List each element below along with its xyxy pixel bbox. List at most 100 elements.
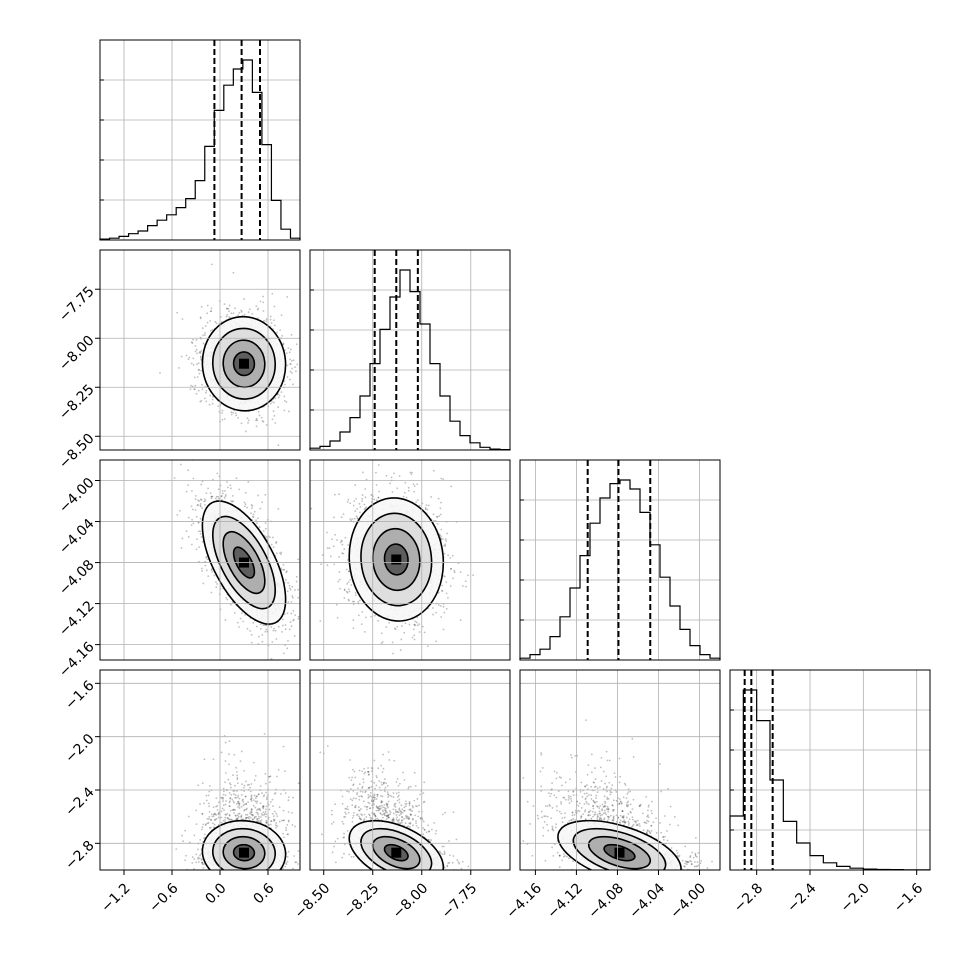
sample-point bbox=[432, 613, 434, 616]
sample-point bbox=[197, 522, 200, 524]
sample-point bbox=[249, 630, 251, 632]
sample-point bbox=[284, 383, 286, 386]
sample-point bbox=[400, 625, 403, 628]
sample-point bbox=[203, 498, 206, 501]
sample-point bbox=[411, 636, 414, 639]
sample-point bbox=[221, 418, 224, 421]
sample-point bbox=[338, 493, 340, 496]
sample-point bbox=[340, 539, 343, 542]
sample-point bbox=[197, 389, 200, 392]
sample-point bbox=[435, 515, 438, 518]
sample-point bbox=[230, 487, 232, 490]
sample-point bbox=[396, 625, 399, 628]
sample-point bbox=[303, 643, 305, 645]
sample-point bbox=[351, 518, 354, 520]
sample-point bbox=[277, 625, 280, 628]
sample-point bbox=[190, 505, 193, 508]
sample-point bbox=[295, 575, 298, 578]
sample-point bbox=[264, 522, 267, 524]
sample-point bbox=[196, 363, 198, 366]
sample-point bbox=[277, 396, 280, 399]
sample-point bbox=[288, 628, 291, 631]
sample-point bbox=[250, 633, 253, 636]
sample-point bbox=[244, 430, 247, 433]
sample-point bbox=[199, 517, 202, 520]
sample-point bbox=[223, 418, 226, 420]
sample-point bbox=[192, 357, 195, 360]
sample-point bbox=[180, 355, 183, 358]
sample-point bbox=[190, 524, 193, 526]
sample-point bbox=[211, 398, 214, 401]
sample-point bbox=[259, 507, 262, 510]
sample-point bbox=[225, 596, 228, 599]
sample-point bbox=[354, 484, 357, 486]
sample-point bbox=[194, 384, 197, 387]
sample-point bbox=[287, 347, 290, 350]
sample-point bbox=[290, 359, 293, 362]
sample-point bbox=[289, 378, 291, 381]
sample-point bbox=[409, 471, 412, 474]
sample-point bbox=[289, 348, 292, 351]
sample-point bbox=[243, 298, 246, 300]
sample-point bbox=[358, 599, 361, 602]
sample-point bbox=[284, 628, 287, 631]
sample-point bbox=[349, 518, 352, 521]
sample-point bbox=[287, 582, 289, 584]
sample-point bbox=[294, 614, 297, 617]
sample-point bbox=[415, 501, 418, 503]
sample-point bbox=[197, 560, 200, 563]
sample-point bbox=[197, 503, 199, 506]
sample-point bbox=[286, 376, 289, 378]
sample-point bbox=[247, 422, 249, 424]
sample-point bbox=[275, 552, 278, 555]
sample-point bbox=[193, 388, 196, 391]
sample-point bbox=[194, 509, 197, 511]
sample-point bbox=[280, 314, 283, 317]
sample-point bbox=[200, 399, 203, 402]
sample-point bbox=[449, 557, 452, 559]
sample-point bbox=[257, 517, 259, 520]
sample-point bbox=[209, 319, 212, 322]
sample-point bbox=[227, 307, 230, 310]
sample-point bbox=[442, 478, 445, 481]
sample-point bbox=[255, 522, 258, 525]
sample-point bbox=[286, 612, 289, 615]
sample-point bbox=[436, 522, 439, 525]
sample-point bbox=[290, 372, 293, 374]
sample-point bbox=[439, 513, 442, 516]
sample-point bbox=[362, 471, 364, 474]
sample-point bbox=[412, 661, 414, 663]
sample-point bbox=[185, 530, 188, 533]
sample-point bbox=[201, 507, 203, 510]
sample-point bbox=[211, 495, 214, 498]
sample-point bbox=[403, 631, 406, 634]
sample-point bbox=[200, 499, 203, 501]
sample-point bbox=[301, 347, 303, 349]
sample-point bbox=[295, 580, 298, 583]
sample-point bbox=[355, 497, 357, 500]
sample-point bbox=[290, 625, 293, 627]
sample-point bbox=[204, 332, 206, 334]
sample-point bbox=[262, 295, 264, 298]
sample-point bbox=[284, 578, 287, 581]
sample-point bbox=[291, 595, 294, 597]
sample-point bbox=[363, 503, 366, 506]
sample-point bbox=[203, 500, 206, 503]
sample-point bbox=[194, 494, 197, 497]
sample-point bbox=[217, 488, 220, 491]
sample-point bbox=[342, 513, 345, 516]
sample-point bbox=[290, 612, 293, 615]
sample-point bbox=[259, 623, 262, 626]
sample-point bbox=[226, 481, 228, 483]
sample-point bbox=[391, 491, 394, 493]
sample-point bbox=[207, 575, 210, 578]
sample-point bbox=[257, 494, 259, 497]
sample-point bbox=[265, 628, 268, 631]
panel-frame bbox=[309, 249, 511, 451]
sample-point bbox=[195, 548, 198, 551]
sample-point bbox=[290, 600, 293, 603]
sample-point bbox=[289, 621, 292, 623]
sample-point bbox=[261, 634, 264, 636]
sample-point bbox=[223, 489, 226, 492]
sample-point bbox=[255, 425, 258, 428]
